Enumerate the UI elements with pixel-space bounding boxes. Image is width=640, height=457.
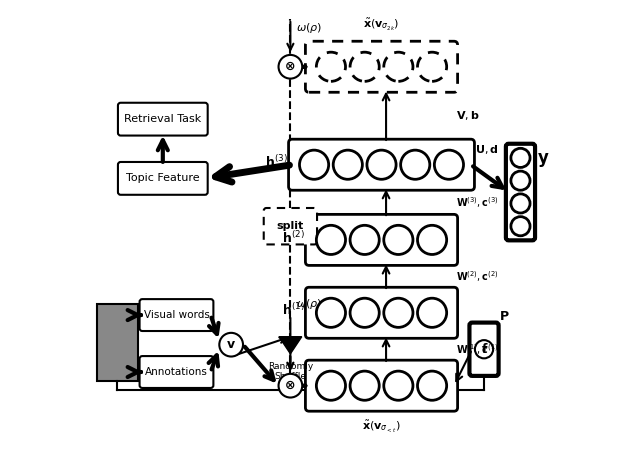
Text: v: v	[227, 338, 236, 351]
Circle shape	[316, 225, 346, 255]
Circle shape	[475, 340, 493, 358]
FancyBboxPatch shape	[289, 139, 474, 190]
Circle shape	[384, 298, 413, 327]
FancyBboxPatch shape	[305, 214, 458, 266]
Circle shape	[511, 171, 530, 190]
Text: $\mathbf{y}$: $\mathbf{y}$	[537, 151, 549, 169]
Text: $\mathbf{P}$: $\mathbf{P}$	[499, 310, 509, 323]
Text: ⊗: ⊗	[285, 60, 296, 73]
FancyBboxPatch shape	[118, 103, 208, 136]
Text: Annotations: Annotations	[145, 367, 208, 377]
Circle shape	[511, 194, 530, 213]
Circle shape	[401, 150, 430, 179]
FancyBboxPatch shape	[118, 162, 208, 195]
Circle shape	[350, 52, 380, 81]
FancyBboxPatch shape	[506, 144, 535, 240]
Text: $\mathbf{W}^{(3)},\mathbf{c}^{(3)}$: $\mathbf{W}^{(3)},\mathbf{c}^{(3)}$	[456, 195, 499, 210]
Text: $\tilde{\mathbf{x}}\left(\mathbf{v}_{\sigma_{2k}}\right)$: $\tilde{\mathbf{x}}\left(\mathbf{v}_{\si…	[364, 17, 400, 33]
Text: Visual words: Visual words	[143, 310, 209, 320]
Text: ⊗: ⊗	[285, 379, 296, 392]
Circle shape	[333, 150, 362, 179]
FancyBboxPatch shape	[140, 356, 213, 388]
Circle shape	[316, 298, 346, 327]
FancyBboxPatch shape	[97, 303, 138, 381]
Circle shape	[220, 333, 243, 356]
Circle shape	[350, 371, 380, 400]
FancyBboxPatch shape	[305, 41, 458, 92]
Text: $\tilde{\mathbf{x}}\left(\mathbf{v}_{\sigma_{<t}}\right)$: $\tilde{\mathbf{x}}\left(\mathbf{v}_{\si…	[362, 419, 401, 435]
FancyBboxPatch shape	[305, 360, 458, 411]
Text: $\mathbf{U},\mathbf{d}$: $\mathbf{U},\mathbf{d}$	[476, 143, 499, 155]
Text: Topic Feature: Topic Feature	[126, 173, 200, 183]
Circle shape	[417, 371, 447, 400]
Circle shape	[316, 371, 346, 400]
Text: $\mathbf{W}^{(2)},\mathbf{c}^{(2)}$: $\mathbf{W}^{(2)},\mathbf{c}^{(2)}$	[456, 269, 499, 284]
FancyBboxPatch shape	[140, 299, 213, 331]
Text: $\mathbf{h}^{(1)}$: $\mathbf{h}^{(1)}$	[282, 303, 305, 319]
Circle shape	[300, 150, 329, 179]
FancyBboxPatch shape	[470, 323, 499, 376]
Text: split: split	[276, 221, 304, 231]
Text: $\mathbf{h}^{(3)}$: $\mathbf{h}^{(3)}$	[265, 154, 287, 170]
Circle shape	[511, 217, 530, 236]
FancyBboxPatch shape	[264, 208, 317, 244]
Circle shape	[316, 52, 346, 81]
Text: $\omega(\rho)$: $\omega(\rho)$	[296, 297, 322, 310]
FancyBboxPatch shape	[305, 287, 458, 338]
Circle shape	[417, 225, 447, 255]
Circle shape	[350, 298, 380, 327]
Circle shape	[278, 55, 302, 79]
Circle shape	[384, 225, 413, 255]
Text: $\mathbf{W}^{(1)},\mathbf{c}^{(1)}$: $\mathbf{W}^{(1)},\mathbf{c}^{(1)}$	[456, 342, 499, 356]
Text: $\mathbf{V},\mathbf{b}$: $\mathbf{V},\mathbf{b}$	[456, 109, 480, 122]
Text: Randomly
Shuffle: Randomly Shuffle	[268, 362, 313, 382]
Polygon shape	[279, 337, 302, 354]
Circle shape	[350, 225, 380, 255]
Circle shape	[367, 150, 396, 179]
Circle shape	[435, 150, 463, 179]
Circle shape	[278, 374, 302, 398]
Text: f: f	[481, 343, 487, 356]
Circle shape	[511, 149, 530, 167]
Circle shape	[417, 52, 447, 81]
Text: $\mathbf{h}^{(2)}$: $\mathbf{h}^{(2)}$	[282, 230, 305, 245]
Circle shape	[384, 52, 413, 81]
Circle shape	[384, 371, 413, 400]
Text: $\omega(\rho)$: $\omega(\rho)$	[296, 21, 322, 35]
Circle shape	[417, 298, 447, 327]
Text: Retrieval Task: Retrieval Task	[124, 114, 202, 124]
